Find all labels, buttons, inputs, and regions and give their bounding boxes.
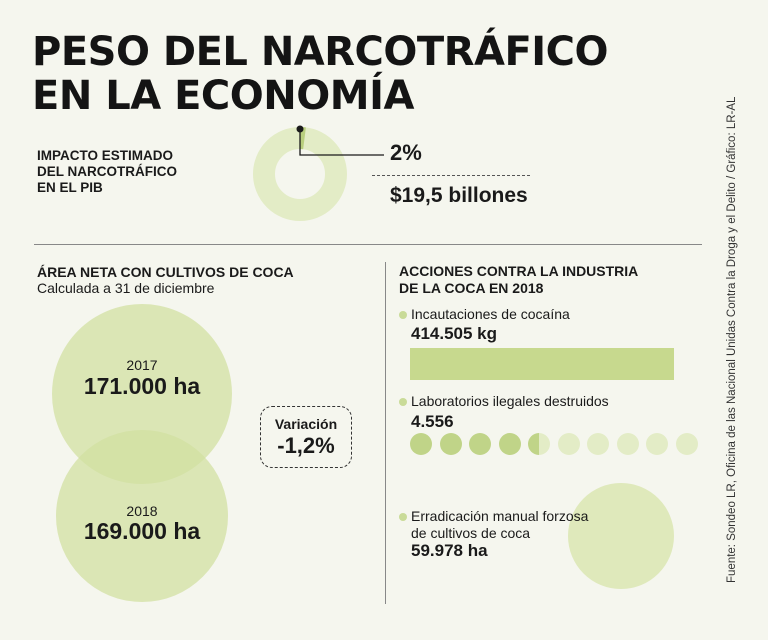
pib-leader-line xyxy=(299,129,384,156)
page-title: PESO DEL NARCOTRÁFICO EN LA ECONOMÍA xyxy=(32,29,609,119)
actions-title-line-1: ACCIONES CONTRA LA INDUSTRIA xyxy=(399,263,639,279)
title-line-1: PESO DEL NARCOTRÁFICO xyxy=(32,29,609,75)
seizures-bullet xyxy=(399,311,407,319)
labs-bullet xyxy=(399,398,407,406)
value-2017: 171.000 ha xyxy=(83,373,201,399)
lab-dot xyxy=(410,433,432,455)
eradication-label-line-2: de cultivos de coca xyxy=(411,525,531,541)
pib-label-line-1: IMPACTO ESTIMADO xyxy=(37,148,174,163)
section-divider xyxy=(34,244,702,245)
eradication-circle xyxy=(568,483,674,589)
lab-dot xyxy=(557,433,580,455)
pib-donut-chart xyxy=(253,125,384,221)
column-divider xyxy=(385,262,386,604)
year-2018: 2018 xyxy=(126,503,158,519)
eradication-value: 59.978 ha xyxy=(411,541,488,560)
pib-divider xyxy=(372,175,530,176)
actions-title: ACCIONES CONTRA LA INDUSTRIA DE LA COCA … xyxy=(399,263,638,297)
title-line-2: EN LA ECONOMÍA xyxy=(32,73,414,119)
variation-box: Variación -1,2% xyxy=(260,406,352,468)
pib-percent: 2% xyxy=(390,140,422,165)
area-subtitle: Calculada a 31 de diciembre xyxy=(37,280,215,296)
lab-dot xyxy=(616,433,639,455)
lab-dot xyxy=(675,433,698,455)
labs-label: Laboratorios ilegales destruidos xyxy=(411,393,609,409)
lab-dot xyxy=(469,433,491,455)
pib-amount: $19,5 billones xyxy=(390,184,528,207)
lab-dot xyxy=(498,433,521,455)
seizures-value: 414.505 kg xyxy=(411,324,498,343)
pib-label: IMPACTO ESTIMADO DEL NARCOTRÁFICO EN EL … xyxy=(37,148,227,196)
lab-dot xyxy=(528,433,550,455)
labs-value: 4.556 xyxy=(411,412,454,431)
variation-value: -1,2% xyxy=(277,433,335,458)
seizures-bar xyxy=(410,348,674,380)
eradication-bullet xyxy=(399,513,407,521)
year-2017: 2017 xyxy=(126,357,158,373)
variation-label: Variación xyxy=(274,416,338,432)
pib-label-line-3: EN EL PIB xyxy=(37,180,103,195)
lab-dot xyxy=(646,433,668,455)
actions-title-line-2: DE LA COCA EN 2018 xyxy=(399,280,544,296)
value-2018: 169.000 ha xyxy=(83,518,201,544)
eradication-label-line-1: Erradicación manual forzosa xyxy=(411,508,589,524)
lab-dot xyxy=(587,433,609,455)
circle-2018 xyxy=(56,430,228,602)
seizures-label: Incautaciones de cocaína xyxy=(411,306,570,322)
eradication-label: Erradicación manual forzosa de cultivos … xyxy=(411,508,588,542)
pib-leader-dot xyxy=(296,125,304,133)
lab-dot xyxy=(439,433,462,455)
source-credit: Fuente: Sondeo LR, Oficina de las Nacion… xyxy=(726,96,738,583)
area-title: ÁREA NETA CON CULTIVOS DE COCA xyxy=(37,264,294,280)
pib-label-line-2: DEL NARCOTRÁFICO xyxy=(37,164,177,179)
